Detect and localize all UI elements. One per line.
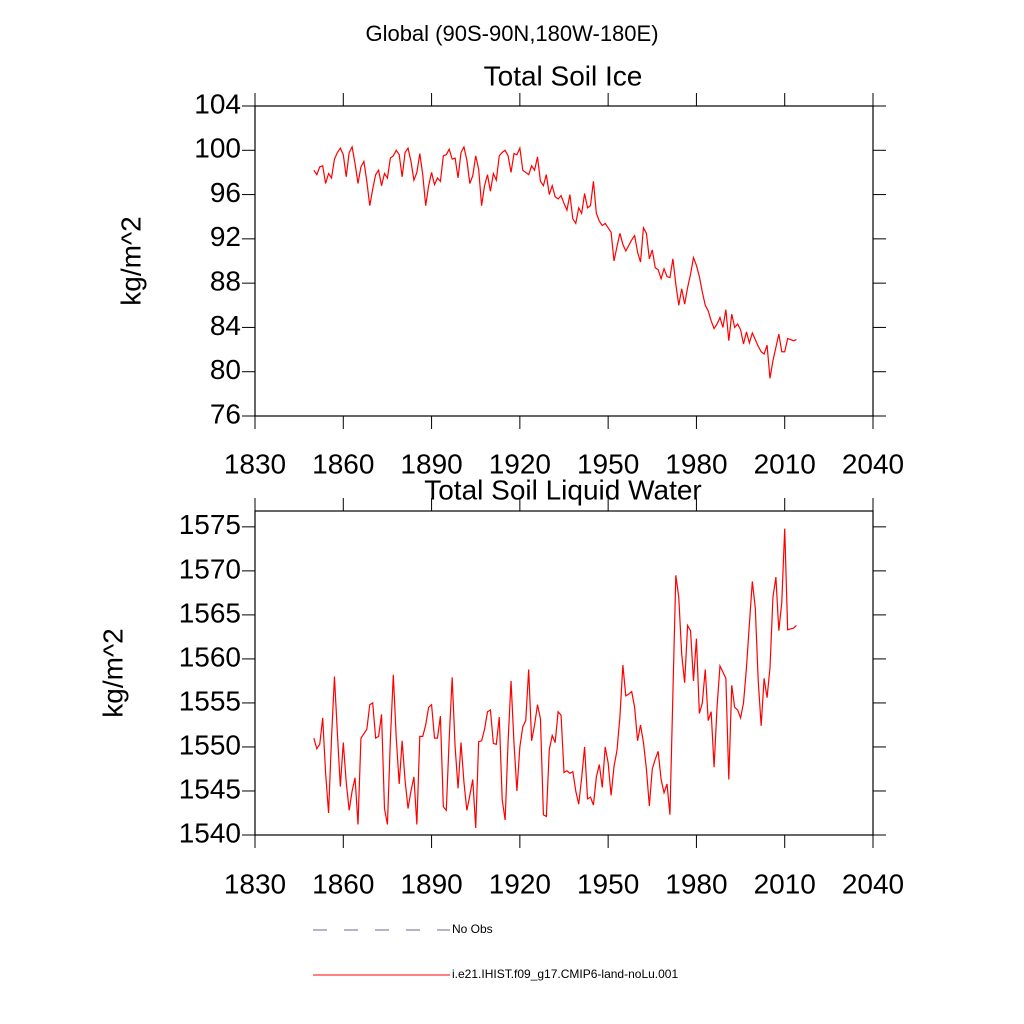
y-tick-label: 1565 xyxy=(179,597,241,628)
data-line xyxy=(313,528,797,828)
y-axis-label: kg/m^2 xyxy=(97,628,128,717)
figure-title: Global (90S-90N,180W-180E) xyxy=(365,21,658,46)
y-tick-label: 1555 xyxy=(179,685,241,716)
x-tick-label: 1830 xyxy=(224,868,286,899)
chart-title: Total Soil Liquid Water xyxy=(424,474,702,505)
x-tick-label: 1830 xyxy=(224,448,286,479)
x-tick-label: 2010 xyxy=(754,868,816,899)
chart-title: Total Soil Ice xyxy=(484,60,643,91)
plot-frame xyxy=(254,510,874,836)
y-tick-label: 1570 xyxy=(179,553,241,584)
legend-label: i.e21.IHIST.f09_g17.CMIP6-land-noLu.001 xyxy=(452,967,678,981)
y-tick-label: 76 xyxy=(210,398,241,429)
y-tick-label: 92 xyxy=(210,221,241,252)
x-tick-label: 1950 xyxy=(577,448,639,479)
y-tick-label: 1545 xyxy=(179,773,241,804)
x-tick-label: 1860 xyxy=(312,448,374,479)
y-tick-label: 96 xyxy=(210,177,241,208)
x-tick-label: 1950 xyxy=(577,868,639,899)
y-tick-label: 80 xyxy=(210,354,241,385)
plot-frame xyxy=(254,105,874,417)
y-tick-label: 84 xyxy=(210,310,241,341)
y-tick-label: 104 xyxy=(194,88,241,119)
y-tick-label: 1540 xyxy=(179,817,241,848)
data-line xyxy=(313,145,797,379)
x-tick-label: 1980 xyxy=(665,448,727,479)
x-tick-label: 1890 xyxy=(400,448,462,479)
x-tick-label: 1920 xyxy=(489,448,551,479)
y-tick-label: 1575 xyxy=(179,509,241,540)
legend-label: No Obs xyxy=(452,922,493,936)
x-tick-label: 1920 xyxy=(489,868,551,899)
x-tick-label: 1860 xyxy=(312,868,374,899)
x-tick-label: 1980 xyxy=(665,868,727,899)
x-tick-label: 2010 xyxy=(754,448,816,479)
y-tick-label: 88 xyxy=(210,266,241,297)
y-axis-label: kg/m^2 xyxy=(115,216,146,305)
y-tick-label: 100 xyxy=(194,133,241,164)
y-tick-label: 1560 xyxy=(179,641,241,672)
x-tick-label: 1890 xyxy=(400,868,462,899)
x-tick-label: 2040 xyxy=(842,448,904,479)
y-tick-label: 1550 xyxy=(179,729,241,760)
x-tick-label: 2040 xyxy=(842,868,904,899)
